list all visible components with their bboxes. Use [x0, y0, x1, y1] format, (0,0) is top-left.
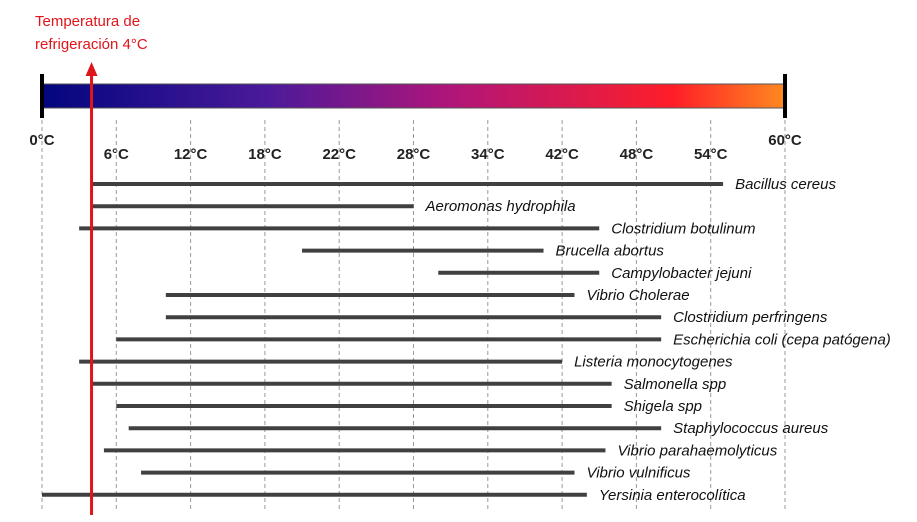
category-label: Vibrio vulnificus: [586, 465, 690, 482]
category-label: Vibrio Cholerae: [586, 287, 689, 304]
category-label: Aeromonas hydrophila: [425, 198, 576, 215]
category-label: Salmonella spp: [624, 376, 727, 393]
category-label: Clostridium perfringens: [673, 309, 828, 326]
category-label: Bacillus cereus: [735, 176, 836, 193]
reference-arrow: [85, 62, 98, 76]
category-label: Yersinia enterocolítica: [599, 487, 746, 504]
x-tick-label: 0°C: [29, 132, 54, 149]
reference-label: refrigeración 4°C: [35, 36, 148, 53]
x-tick-label: 6°C: [104, 146, 129, 163]
category-label: Escherichia coli (cepa patógena): [673, 331, 891, 348]
x-tick-label: 12°C: [174, 146, 208, 163]
category-label: Shigela spp: [624, 398, 702, 415]
x-tick-label: 48°C: [620, 146, 654, 163]
temperature-bar: [41, 83, 786, 109]
category-label: Vibrio parahaemolyticus: [617, 442, 777, 459]
category-label: Campylobacter jejuni: [611, 265, 752, 282]
x-tick-label: 22°C: [322, 146, 356, 163]
x-tick-label: 18°C: [248, 146, 282, 163]
reference-label: Temperatura de: [35, 13, 140, 30]
category-label: Clostridium botulinum: [611, 220, 755, 237]
x-tick-label: 54°C: [694, 146, 728, 163]
x-tick-label: 34°C: [471, 146, 505, 163]
x-tick-label: 42°C: [545, 146, 579, 163]
x-tick-label: 28°C: [397, 146, 431, 163]
x-tick-label: 60°C: [768, 132, 802, 149]
category-label: Staphylococcus aureus: [673, 420, 829, 437]
category-label: Brucella abortus: [556, 243, 665, 260]
category-label: Listeria monocytogenes: [574, 354, 733, 371]
